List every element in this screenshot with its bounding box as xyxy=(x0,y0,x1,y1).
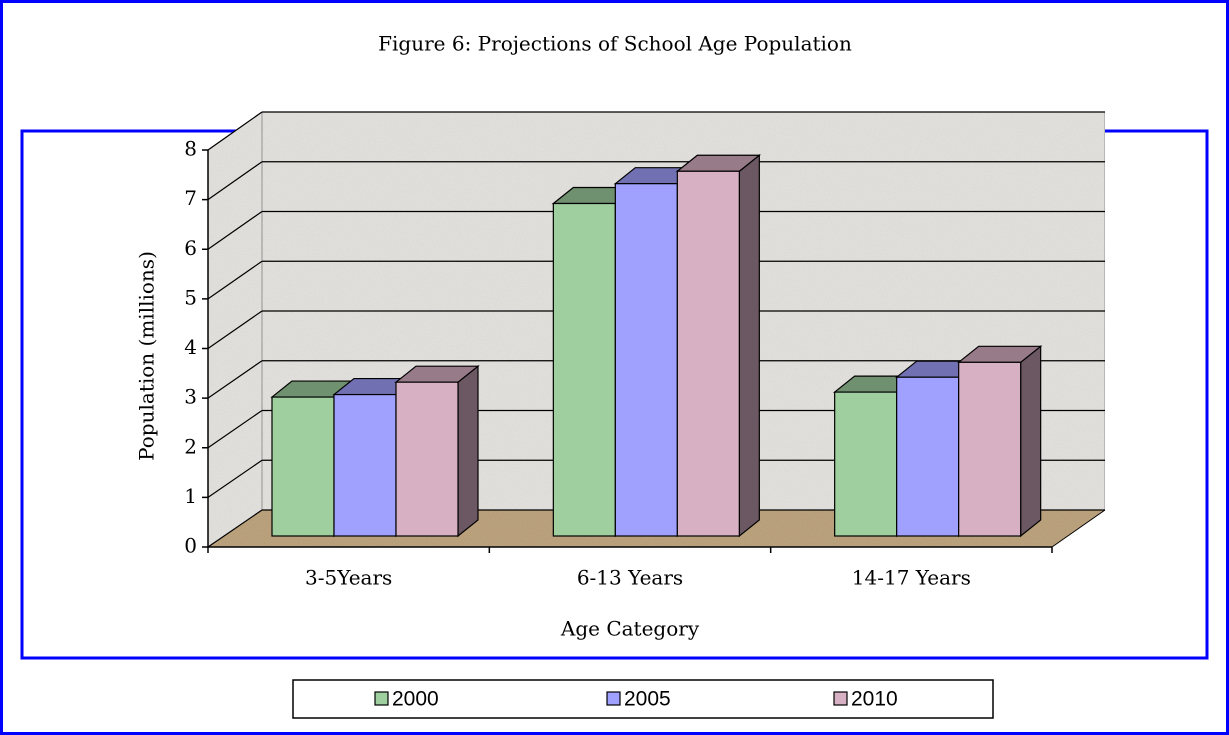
legend-items: 2000 2005 2010 xyxy=(374,688,898,711)
x-axis-title: Age Category xyxy=(560,617,700,641)
grid-line xyxy=(207,211,263,250)
x-tick-label: 14-17 Years xyxy=(852,566,971,590)
y-tick-label: 5 xyxy=(184,285,197,309)
legend-label: 2010 xyxy=(851,688,898,711)
grid-line xyxy=(207,111,263,151)
floor-edge xyxy=(1051,509,1106,548)
bar xyxy=(552,202,616,537)
legend-swatch xyxy=(833,691,848,706)
y-tick-label: 1 xyxy=(184,484,197,508)
y-tick-label: 0 xyxy=(184,534,197,558)
grid-line xyxy=(207,360,263,399)
chart-title: Figure 6: Projections of School Age Popu… xyxy=(378,32,852,56)
legend-swatch xyxy=(606,691,621,706)
y-tick-label: 6 xyxy=(184,236,197,260)
labels: 0 1 2 3 4 5 6 7 8 3-5Years 6-13 Years 14-17 Years xyxy=(184,137,1053,590)
y-tick-label: 4 xyxy=(184,335,197,359)
bar xyxy=(271,396,335,537)
bar xyxy=(958,361,1022,537)
bars xyxy=(270,154,1043,538)
legend-swatch xyxy=(374,691,389,706)
y-tick-label: 7 xyxy=(184,186,197,210)
bar xyxy=(896,376,960,537)
bar xyxy=(676,170,740,537)
bar xyxy=(834,391,898,537)
grid-line xyxy=(207,260,263,300)
x-tick-label: 6-13 Years xyxy=(577,566,683,590)
grid-line xyxy=(207,161,263,201)
y-axis-title: Population (millions) xyxy=(135,251,159,461)
legend xyxy=(292,679,994,719)
bar xyxy=(395,381,459,537)
grid-line xyxy=(207,310,263,349)
y-tick-label: 2 xyxy=(184,434,197,458)
x-tick-label: 3-5Years xyxy=(305,566,392,590)
y-tick-label: 3 xyxy=(184,385,197,409)
bar xyxy=(333,393,397,537)
grid-line xyxy=(207,459,263,498)
grid-line xyxy=(207,509,263,548)
legend-label: 2005 xyxy=(624,688,671,711)
legend-label: 2000 xyxy=(392,688,439,711)
bar-side xyxy=(1020,345,1042,538)
bar-side xyxy=(738,154,760,538)
grid-line xyxy=(207,410,263,449)
bar xyxy=(614,183,678,537)
y-tick-label: 8 xyxy=(184,137,197,161)
bar-side xyxy=(457,364,479,538)
